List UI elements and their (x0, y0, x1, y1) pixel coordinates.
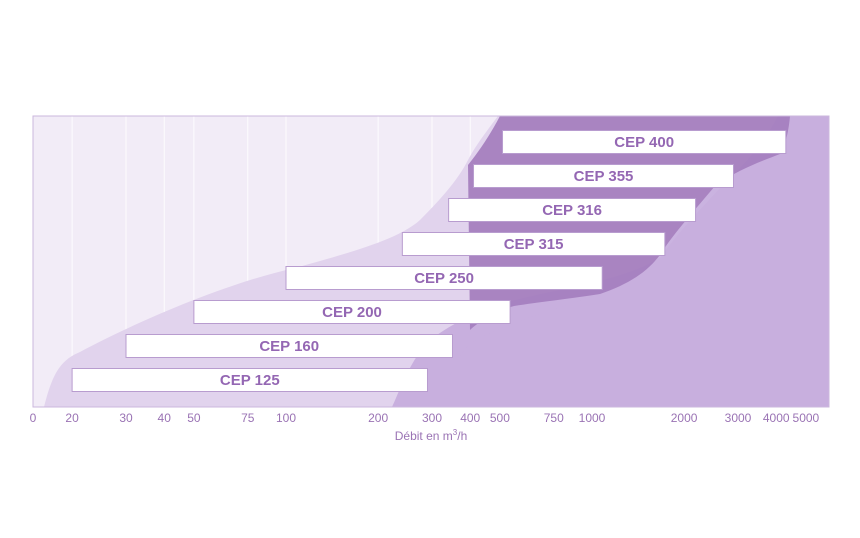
bar-rect (448, 198, 697, 222)
range-bar: CEP 400 (502, 130, 787, 154)
plot-border (32, 115, 830, 408)
x-tick-label: 100 (276, 411, 296, 425)
x-tick-label: 75 (241, 411, 255, 425)
x-tick-label: 400 (460, 411, 480, 425)
bar-rect (401, 232, 666, 256)
x-tick-label: 750 (544, 411, 564, 425)
x-tick-label: 40 (158, 411, 172, 425)
x-tick-label: 500 (490, 411, 510, 425)
bar-label: CEP 200 (322, 304, 382, 321)
bar-label: CEP 400 (614, 134, 674, 151)
band-dark (440, 116, 829, 407)
range-bar: CEP 355 (473, 164, 734, 188)
x-tick-label: 30 (119, 411, 133, 425)
x-tick-label: 20 (65, 411, 79, 425)
range-bar: CEP 250 (285, 266, 603, 290)
x-tick-label: 2000 (671, 411, 698, 425)
x-tick-label: 5000 (793, 411, 820, 425)
x-tick-label: 3000 (725, 411, 752, 425)
bar-rect (71, 368, 428, 392)
x-tick-label: 50 (187, 411, 201, 425)
range-bar: CEP 160 (125, 334, 453, 358)
x-axis-ticks: 0 20 30 40 50 75 100 200 300 400 500 750 1000 2000 300… (30, 411, 820, 425)
bar-rect (125, 334, 453, 358)
x-tick-label: 0 (30, 411, 37, 425)
range-bar: CEP 200 (193, 300, 511, 324)
x-axis-title: Débit en m3/h (395, 428, 468, 443)
x-tick-label: 300 (422, 411, 442, 425)
bar-rect (285, 266, 603, 290)
bar-label: CEP 125 (220, 372, 280, 389)
bar-label: CEP 355 (574, 168, 634, 185)
x-tick-label: 1000 (579, 411, 606, 425)
x-tick-label: 4000 (763, 411, 790, 425)
x-tick-label: 200 (368, 411, 388, 425)
bar-rect (502, 130, 787, 154)
bar-label: CEP 316 (542, 202, 602, 219)
bar-label: CEP 160 (259, 338, 319, 355)
range-bar: CEP 315 (401, 232, 666, 256)
bar-rect (193, 300, 511, 324)
range-bar: CEP 316 (448, 198, 697, 222)
bar-rect (473, 164, 734, 188)
range-bar: CEP 125 (71, 368, 428, 392)
bar-label: CEP 250 (414, 270, 474, 287)
bar-label: CEP 315 (504, 236, 564, 253)
